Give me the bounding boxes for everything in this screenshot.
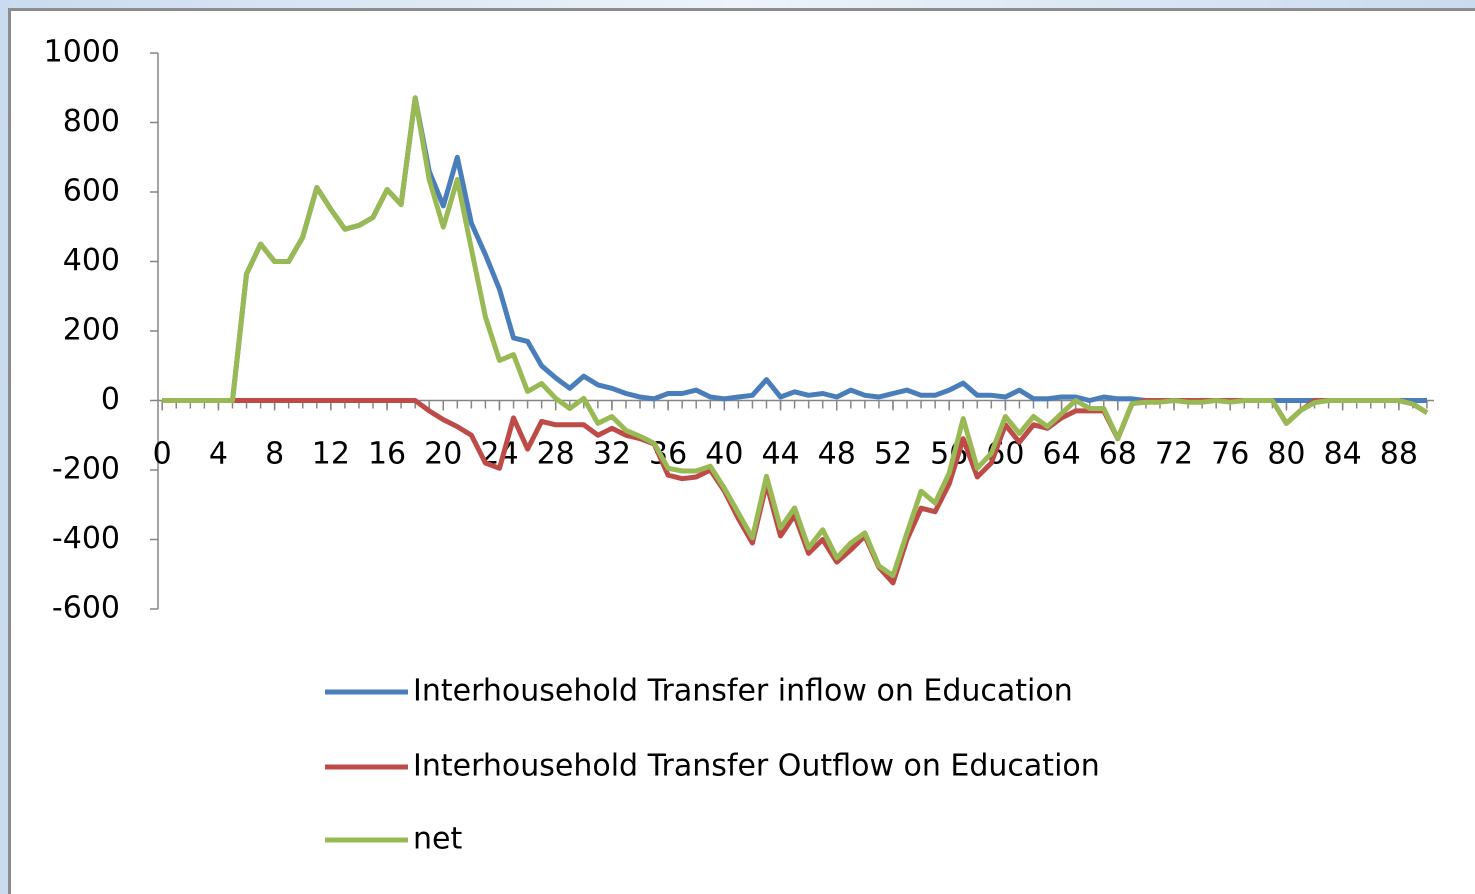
legend-label: Interhousehold Transfer Outflow on Educa…: [413, 749, 1100, 784]
x-tick-label: 72: [1155, 437, 1193, 472]
x-tick-label: 20: [424, 437, 462, 472]
y-tick-label: 400: [63, 243, 120, 278]
y-tick-label: -400: [52, 521, 120, 556]
y-tick-label: 600: [63, 174, 120, 209]
y-tick-label: 800: [63, 104, 120, 139]
x-tick-label: 16: [368, 437, 406, 472]
legend-label: Interhousehold Transfer inflow on Educat…: [413, 674, 1073, 709]
x-tick-label: 80: [1267, 437, 1305, 472]
x-tick-label: 68: [1099, 437, 1137, 472]
y-tick-label: -200: [52, 452, 120, 487]
x-tick-label: 76: [1211, 437, 1249, 472]
x-tick-label: 84: [1324, 437, 1362, 472]
x-tick-label: 8: [265, 437, 284, 472]
x-tick-label: 52: [874, 437, 912, 472]
y-tick-label: 200: [63, 313, 120, 348]
x-tick-label: 48: [818, 437, 856, 472]
data-line: [162, 95, 1429, 579]
x-tick-label: 12: [312, 437, 350, 472]
x-tick-label: 28: [537, 437, 575, 472]
legend-label: net: [413, 822, 462, 857]
x-tick-label: 4: [209, 437, 228, 472]
y-tick-label: 1000: [44, 35, 120, 70]
x-tick-label: 88: [1380, 437, 1418, 472]
x-tick-label: 44: [761, 437, 799, 472]
chart-frame: [8, 8, 1475, 894]
x-tick-label: 64: [1043, 437, 1081, 472]
x-tick-label: 32: [593, 437, 631, 472]
x-tick-label: 0: [153, 437, 172, 472]
y-tick-label: -600: [52, 591, 120, 626]
y-tick-label: 0: [101, 382, 120, 417]
